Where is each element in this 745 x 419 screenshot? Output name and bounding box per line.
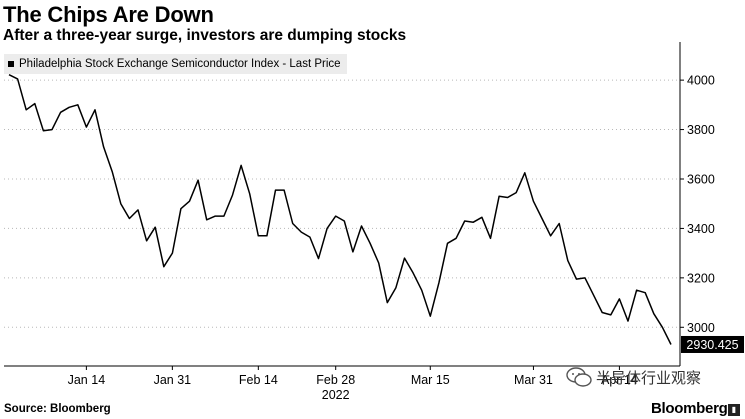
x-year-label: 2022 — [322, 388, 350, 402]
x-tick-label: Apr 14 — [601, 373, 638, 387]
bloomberg-mark-icon: ▮ — [728, 404, 740, 416]
series-line — [8, 74, 672, 345]
x-tick-label: Jan 14 — [68, 373, 106, 387]
x-tick-label: Feb 14 — [239, 373, 278, 387]
watermark: 半导体行业观察 — [566, 366, 701, 388]
last-value-label: 2930.425 — [686, 338, 738, 352]
y-tick-label: 4000 — [687, 74, 715, 88]
x-tick-label: Mar 31 — [514, 373, 553, 387]
chart-title: The Chips Are Down — [3, 2, 214, 27]
y-tick-label: 3200 — [687, 271, 715, 285]
x-tick-label: Mar 15 — [411, 373, 450, 387]
source-note: Source: Bloomberg — [4, 403, 111, 415]
wechat-logo-icon — [566, 367, 592, 387]
y-tick-label: 3400 — [687, 222, 715, 236]
watermark-text: 半导体行业观察 — [596, 369, 702, 387]
x-tick-label: Jan 31 — [154, 373, 192, 387]
x-tick-label: Feb 28 — [316, 373, 355, 387]
y-tick-label: 3600 — [687, 172, 715, 186]
legend-label: Philadelphia Stock Exchange Semiconducto… — [19, 58, 341, 70]
brand-logo: Bloomberg — [651, 400, 728, 417]
chart-subtitle: After a three-year surge, investors are … — [3, 27, 407, 44]
legend-square-icon — [8, 61, 14, 67]
y-tick-label: 3800 — [687, 123, 715, 137]
chart-legend: Philadelphia Stock Exchange Semiconducto… — [4, 54, 347, 74]
last-value-tag — [681, 335, 744, 353]
y-tick-label: 3000 — [687, 321, 715, 335]
